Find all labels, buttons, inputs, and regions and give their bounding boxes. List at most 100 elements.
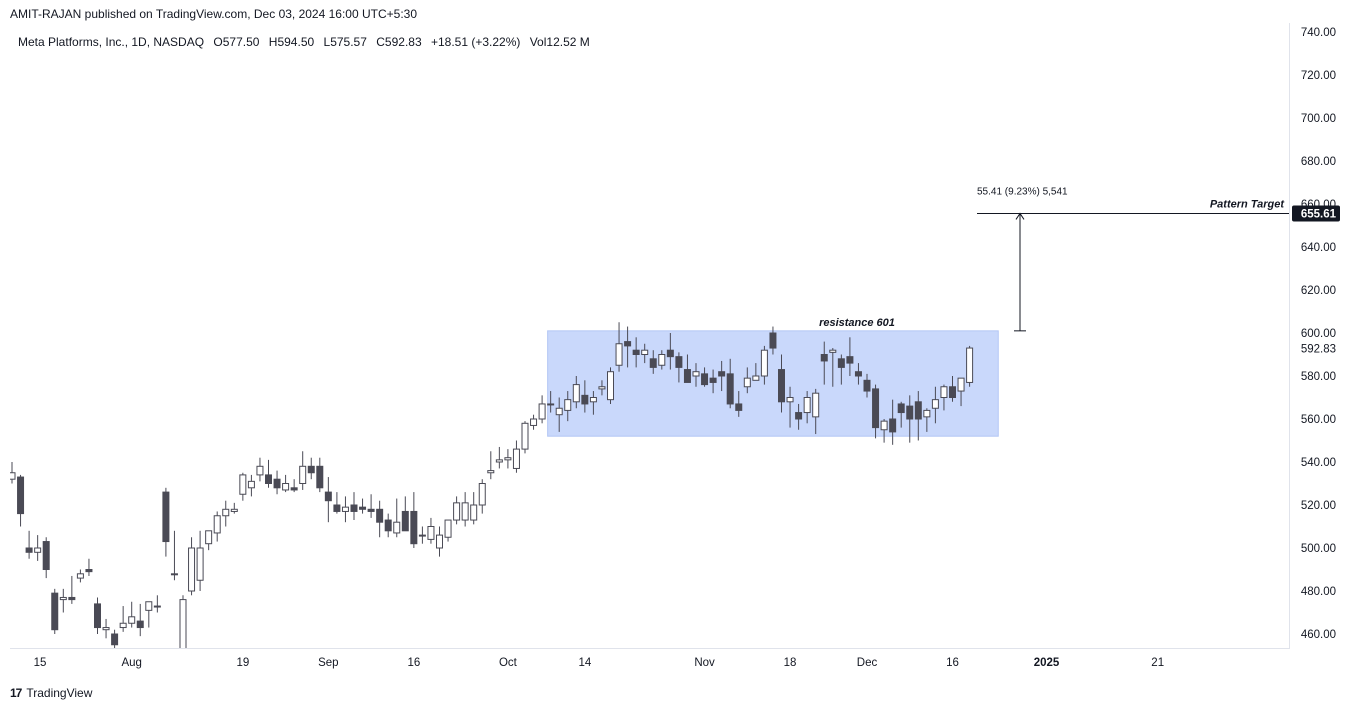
candle-up	[470, 504, 478, 521]
candle-up	[102, 627, 110, 631]
candle-down	[367, 508, 375, 512]
candle-up	[256, 465, 264, 476]
candle-up	[658, 354, 666, 366]
candle-up	[589, 397, 597, 403]
candle-down	[854, 371, 862, 377]
candle-down	[324, 491, 332, 502]
candle-up	[786, 397, 794, 403]
candle-up	[196, 547, 204, 581]
candle-up	[641, 349, 649, 356]
candle-up	[453, 502, 461, 521]
x-tick-label: Sep	[318, 657, 338, 669]
candle-up	[931, 399, 939, 409]
candle-up	[564, 399, 572, 411]
candle-up	[923, 409, 931, 418]
candle-down	[111, 633, 119, 646]
x-tick-label: 18	[784, 657, 797, 669]
candle-down	[666, 349, 674, 358]
y-tick-label: 560.00	[1301, 414, 1336, 426]
candle-up	[427, 526, 435, 540]
y-tick-label: 520.00	[1301, 500, 1336, 512]
x-tick-label: 14	[578, 657, 591, 669]
candle-up	[966, 347, 974, 383]
legend-high: H594.50	[268, 35, 315, 49]
candle-up	[119, 622, 127, 629]
candle-up	[76, 573, 84, 579]
candle-up	[239, 474, 247, 495]
tradingview-footer[interactable]: 17 TradingView	[10, 686, 92, 700]
candle-up	[222, 508, 230, 517]
candle-down	[162, 491, 170, 543]
candle-down	[410, 510, 418, 545]
candle-up	[572, 384, 580, 403]
candle-down	[778, 369, 785, 403]
candle-down	[333, 504, 341, 512]
candle-up	[179, 599, 187, 648]
candle-up	[547, 403, 555, 406]
last-price-tag: 592.83	[1301, 343, 1336, 355]
candle-down	[726, 373, 734, 405]
x-tick-label: 15	[34, 657, 47, 669]
candle-up	[598, 386, 606, 390]
candle-up	[461, 502, 469, 521]
candle-up	[812, 392, 820, 418]
legend-change: +18.51 (+3.22%)	[430, 35, 521, 49]
candle-down	[683, 369, 691, 383]
candle-up	[436, 534, 443, 549]
candle-up	[521, 422, 529, 450]
x-tick-label: 19	[236, 657, 249, 669]
candle-down	[290, 487, 298, 491]
tradingview-logo-icon: 17	[10, 686, 22, 700]
candle-down	[17, 476, 25, 515]
candle-up	[247, 480, 255, 489]
candle-down	[906, 405, 914, 420]
pattern-target-label: Pattern Target	[1210, 198, 1286, 210]
candle-down	[273, 478, 281, 489]
legend-volume: Vol12.52 M	[529, 35, 590, 49]
candle-up	[530, 418, 538, 426]
y-tick-label: 720.00	[1301, 70, 1336, 82]
candle-up	[538, 403, 546, 420]
candle-down	[735, 403, 743, 411]
legend-open: O577.50	[213, 35, 260, 49]
candle-down	[769, 332, 777, 349]
candle-up	[341, 506, 349, 512]
y-tick-label: 600.00	[1301, 328, 1336, 340]
candle-up	[188, 547, 196, 592]
candle-up	[230, 508, 238, 512]
candle-down	[85, 569, 93, 573]
candle-down	[401, 510, 409, 532]
candle-down	[837, 358, 845, 368]
y-tick-label: 540.00	[1301, 457, 1336, 469]
candles-group	[10, 322, 974, 648]
candle-down	[846, 356, 854, 364]
x-tick-label: 16	[407, 657, 420, 669]
x-tick-label: 2025	[1034, 657, 1060, 669]
y-tick-label: 460.00	[1301, 629, 1336, 641]
plot-frame[interactable]	[10, 23, 1290, 649]
legend-symbol[interactable]: Meta Platforms, Inc., 1D, NASDAQ	[18, 35, 205, 49]
candle-down	[914, 401, 922, 420]
candle-down	[359, 506, 367, 510]
candle-up	[880, 420, 888, 431]
candle-down	[872, 388, 880, 429]
candle-up	[504, 457, 512, 461]
candle-up	[282, 483, 290, 491]
candle-up	[393, 521, 401, 534]
candle-down	[581, 394, 589, 405]
candle-up	[205, 530, 213, 545]
target-price-tag: 655.61	[1301, 208, 1337, 220]
candle-up	[512, 448, 520, 469]
candle-up	[752, 375, 760, 381]
candle-down	[624, 341, 632, 347]
candle-up	[940, 386, 948, 398]
candle-down	[265, 474, 272, 484]
candle-up	[170, 573, 178, 576]
candle-down	[897, 403, 905, 414]
x-tick-label: Nov	[694, 657, 715, 669]
candle-up	[615, 343, 623, 366]
symbol-legend: Meta Platforms, Inc., 1D, NASDAQ O577.50…	[18, 35, 596, 49]
candle-up	[299, 465, 307, 484]
candle-up	[555, 407, 563, 416]
